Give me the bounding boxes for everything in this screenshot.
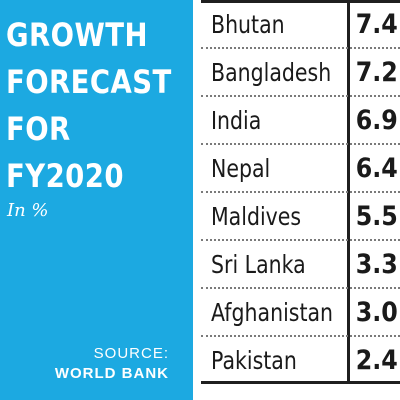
- country-label: Nepal: [211, 154, 271, 183]
- row-separator: [201, 95, 400, 97]
- growth-value: 2.4: [355, 345, 398, 376]
- row-separator: [201, 335, 400, 337]
- row-separator: [201, 287, 400, 289]
- table-row: Bhutan 7.4: [201, 1, 400, 49]
- table-row: Afghanistan 3.0: [201, 289, 400, 337]
- table-row: India 6.9: [201, 97, 400, 145]
- title-panel: GROWTH FORECAST FOR FY2020 In % SOURCE: …: [0, 0, 193, 400]
- row-separator: [201, 239, 400, 241]
- title-line: FORECAST: [6, 63, 172, 101]
- table-row: Nepal 6.4: [201, 145, 400, 193]
- row-separator: [201, 191, 400, 193]
- country-label: Bhutan: [211, 10, 285, 39]
- row-separator: [201, 47, 400, 49]
- growth-value: 5.5: [355, 201, 398, 232]
- table-row: Sri Lanka 3.3: [201, 241, 400, 289]
- table-row: Bangladesh 7.2: [201, 49, 400, 97]
- country-label: Sri Lanka: [211, 250, 306, 279]
- table-row: Pakistan 2.4: [201, 337, 400, 385]
- growth-value: 6.4: [355, 153, 398, 184]
- growth-value: 7.2: [355, 57, 398, 88]
- chart-title: GROWTH FORECAST FOR FY2020: [6, 12, 172, 200]
- growth-value: 3.0: [355, 297, 398, 328]
- growth-value: 7.4: [355, 9, 398, 40]
- table-row: Maldives 5.5: [201, 193, 400, 241]
- country-label: Pakistan: [211, 346, 297, 375]
- country-label: India: [211, 106, 262, 135]
- country-label: Bangladesh: [211, 58, 332, 87]
- title-line: FOR: [6, 110, 71, 148]
- source-label: SOURCE:: [93, 345, 169, 362]
- forecast-table: Bhutan 7.4 Bangladesh 7.2 India 6.9 Nepal 6.4 Ma…: [201, 0, 400, 384]
- growth-value: 6.9: [355, 105, 398, 136]
- title-line: GROWTH: [6, 16, 148, 54]
- country-label: Afghanistan: [211, 298, 334, 327]
- unit-label: In %: [7, 200, 49, 221]
- country-label: Maldives: [211, 202, 302, 231]
- growth-value: 3.3: [355, 249, 398, 280]
- title-line: FY2020: [6, 157, 124, 195]
- row-separator: [201, 143, 400, 145]
- source-credit: SOURCE: WORLD BANK: [55, 344, 169, 384]
- source-name: WORLD BANK: [54, 365, 169, 382]
